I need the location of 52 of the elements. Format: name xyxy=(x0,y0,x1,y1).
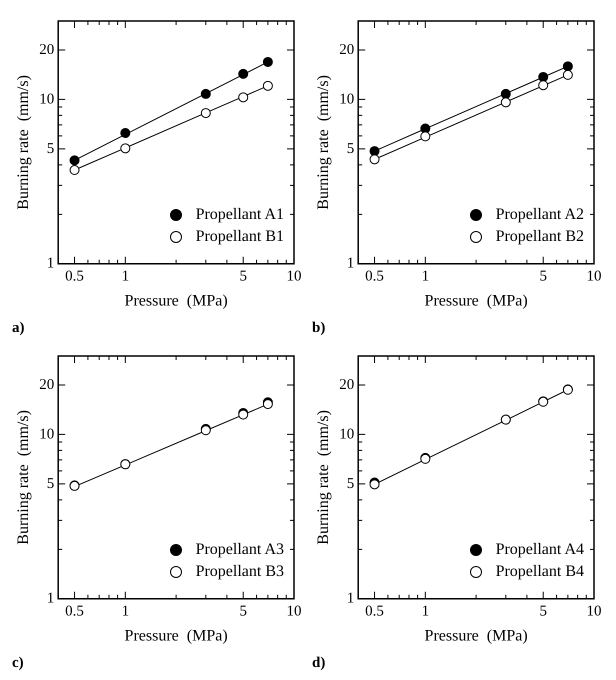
x-tick-label: 10 xyxy=(586,268,602,285)
x-tick-label: 1 xyxy=(122,268,130,285)
legend-label: Propellant A3 xyxy=(196,540,284,559)
x-tick-label: 1 xyxy=(122,604,130,620)
y-tick-label: 5 xyxy=(346,140,354,157)
x-tick-label: 0.5 xyxy=(65,604,84,620)
y-tick-label: 1 xyxy=(46,256,54,272)
y-tick-label: 20 xyxy=(39,376,54,393)
y-axis-title: Burning rate (mm/s) xyxy=(314,410,332,545)
x-tick-label: 1 xyxy=(422,268,430,285)
y-tick-label: 10 xyxy=(39,426,54,442)
x-tick-label: 10 xyxy=(286,268,302,285)
legend-label: Propellant B1 xyxy=(196,228,284,246)
x-tick-label: 0.5 xyxy=(65,268,84,285)
x-axis-title: Pressure (MPa) xyxy=(424,628,528,645)
y-tick-label: 1 xyxy=(346,590,354,607)
y-tick-label: 20 xyxy=(339,376,354,393)
legend-label: Propellant A4 xyxy=(496,540,584,559)
y-tick-label: 20 xyxy=(39,42,54,58)
y-tick-label: 5 xyxy=(46,140,54,157)
y-tick-label: 10 xyxy=(39,91,54,108)
x-axis-title: Pressure (MPa) xyxy=(124,628,228,645)
legend-label: Propellant B3 xyxy=(196,562,284,581)
y-axis-title: Burning rate (mm/s) xyxy=(314,75,332,210)
y-tick-label: 5 xyxy=(346,476,354,492)
x-tick-label: 0.5 xyxy=(365,268,384,285)
text: c) xyxy=(12,655,24,672)
x-tick-label: 5 xyxy=(539,604,547,620)
x-tick-label: 5 xyxy=(539,268,547,285)
x-axis-title: Pressure (MPa) xyxy=(124,292,228,310)
y-tick-label: 10 xyxy=(339,91,354,108)
x-tick-label: 1 xyxy=(422,604,430,620)
legend-label: Propellant B4 xyxy=(496,562,584,581)
y-tick-label: 1 xyxy=(46,590,54,607)
y-tick-label: 10 xyxy=(339,426,354,442)
x-tick-label: 10 xyxy=(286,604,302,620)
x-tick-label: 5 xyxy=(239,268,247,285)
y-tick-label: 1 xyxy=(346,256,354,272)
x-tick-label: 10 xyxy=(586,604,602,620)
y-tick-label: 20 xyxy=(339,42,354,58)
text: a) xyxy=(12,320,24,337)
y-axis-title: Burning rate (mm/s) xyxy=(14,75,32,210)
y-axis-title: Burning rate (mm/s) xyxy=(14,410,32,545)
y-tick-label: 5 xyxy=(46,476,54,492)
legend-label: Propellant B2 xyxy=(496,228,584,246)
x-tick-label: 0.5 xyxy=(365,604,384,620)
text: b) xyxy=(312,320,326,337)
x-tick-label: 5 xyxy=(239,604,247,620)
text: d) xyxy=(312,655,326,672)
legend-label: Propellant A1 xyxy=(196,206,284,224)
x-axis-title: Pressure (MPa) xyxy=(424,292,528,310)
legend-label: Propellant A2 xyxy=(496,206,584,224)
